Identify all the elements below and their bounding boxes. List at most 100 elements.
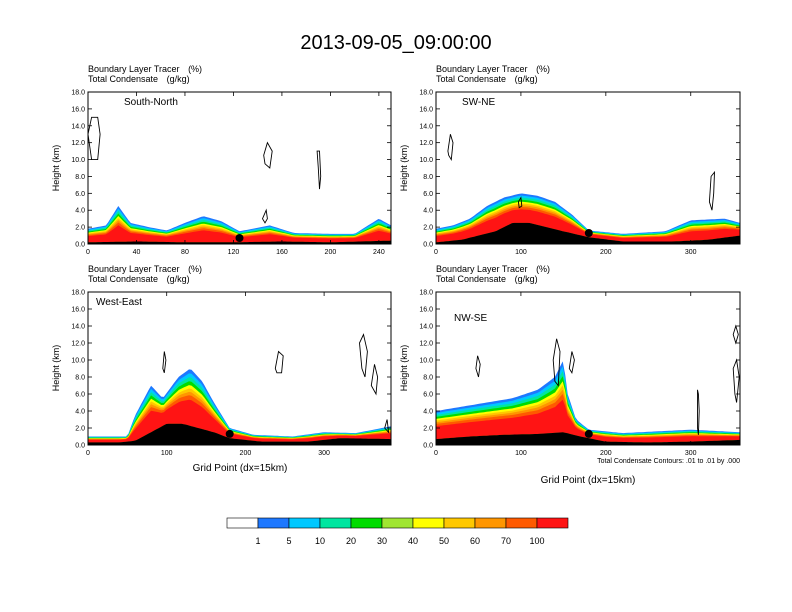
y-tick-label: 16.0: [71, 106, 85, 113]
panel-frame: [87, 91, 392, 245]
x-tick-label: 200: [325, 249, 337, 256]
y-tick-label: 4.0: [75, 409, 85, 416]
colorbar-label: 10: [315, 536, 325, 546]
terrain: [436, 222, 740, 244]
y-tick-label: 2.0: [423, 426, 433, 433]
condensate-contour: [261, 208, 268, 224]
panel-1-plot-area: [88, 116, 391, 244]
condensate-contour: [447, 134, 454, 161]
condensate-contour: [708, 170, 716, 211]
x-tick-label: 100: [161, 450, 173, 457]
colorbar-label: 70: [501, 536, 511, 546]
panel-1: 0.0 2.0 4.0 6.0 8.0 10.0 12.0 14.0 16.0 18.0 0 40 80…: [71, 90, 392, 256]
tracer-band: [88, 225, 391, 243]
condensate-contour: [359, 333, 368, 378]
location-marker: [225, 429, 234, 438]
colorbar: 1 5 10 20 30 40 50 60 70 100: [226, 517, 569, 546]
condensate-contour: [316, 150, 322, 190]
panel-1-region-label: South-North: [124, 97, 178, 108]
y-tick-label: 14.0: [419, 123, 433, 130]
panel-frame: [435, 91, 741, 245]
panel-2-plot-area: [436, 134, 740, 244]
condensate-contour: [370, 364, 379, 396]
tracer-band: [436, 399, 740, 443]
condensate-contour: [552, 338, 561, 387]
x-tick-label: 40: [133, 249, 141, 256]
y-tick-label: 4.0: [75, 208, 85, 215]
panel-1-shaded-label: Boundary Layer Tracer (%): [88, 64, 202, 74]
colorbar-swatch: [443, 517, 476, 529]
panel-3-plot-area: [88, 333, 391, 445]
x-tick-label: 80: [181, 249, 189, 256]
y-tick-label: 0.0: [423, 443, 433, 450]
y-tick-label: 6.0: [423, 191, 433, 198]
colorbar-swatch: [474, 517, 507, 529]
panel-1-ylabel: Height (km): [51, 145, 61, 192]
y-tick-label: 8.0: [75, 375, 85, 382]
colorbar-label: 60: [470, 536, 480, 546]
y-tick-label: 8.0: [423, 174, 433, 181]
colorbar-swatch: [505, 517, 538, 529]
y-tick-label: 18.0: [419, 290, 433, 297]
x-tick-label: 100: [515, 450, 527, 457]
condensate-contour: [384, 419, 390, 434]
panel-2-shaded-label: Boundary Layer Tracer (%): [436, 64, 550, 74]
tracer-band: [88, 399, 391, 443]
y-tick-label: 8.0: [75, 174, 85, 181]
y-tick-label: 10.0: [71, 157, 85, 164]
colorbar-swatch: [288, 517, 321, 529]
panel-3: 0.0 2.0 4.0 6.0 8.0 10.0 12.0 14.0 16.0 18.0 0 100 2…: [71, 290, 392, 457]
panel-4: 0.0 2.0 4.0 6.0 8.0 10.0 12.0 14.0 16.0 18.0 0 100 2…: [419, 290, 741, 457]
condensate-contour: [732, 324, 739, 345]
condensate-contour: [517, 196, 523, 209]
y-tick-label: 14.0: [71, 123, 85, 130]
condensate-contour: [274, 350, 284, 374]
panel-frame: [435, 291, 741, 446]
condensate-contour: [475, 355, 481, 378]
y-tick-label: 2.0: [423, 225, 433, 232]
colorbar-label: 50: [439, 536, 449, 546]
y-tick-label: 12.0: [419, 140, 433, 147]
panel-3-shaded-label: Boundary Layer Tracer (%): [88, 264, 202, 274]
panel-4-xlabel: Grid Point (dx=15km): [541, 475, 636, 486]
colorbar-label: 30: [377, 536, 387, 546]
colorbar-swatch: [536, 517, 569, 529]
colorbar-swatch: [412, 517, 445, 529]
y-tick-label: 4.0: [423, 409, 433, 416]
y-tick-label: 12.0: [71, 341, 85, 348]
x-tick-label: 100: [515, 249, 527, 256]
y-tick-label: 16.0: [419, 106, 433, 113]
x-tick-label: 0: [434, 450, 438, 457]
colorbar-label: 40: [408, 536, 418, 546]
y-tick-label: 12.0: [419, 341, 433, 348]
panel-2-ylabel: Height (km): [399, 145, 409, 192]
y-tick-label: 18.0: [71, 90, 85, 97]
terrain: [88, 423, 391, 445]
y-tick-label: 0.0: [75, 443, 85, 450]
location-marker: [235, 234, 244, 242]
tracer-band: [436, 209, 740, 243]
x-tick-label: 120: [228, 249, 240, 256]
y-tick-label: 2.0: [75, 426, 85, 433]
y-tick-label: 6.0: [75, 392, 85, 399]
x-tick-label: 0: [86, 249, 90, 256]
panel-4-shaded-label: Boundary Layer Tracer (%): [436, 264, 550, 274]
panel-4-plot-area: [436, 324, 740, 445]
y-tick-label: 14.0: [71, 324, 85, 331]
colorbar-label: 5: [286, 536, 291, 546]
panel-3-contour-label: Total Condensate (g/kg): [88, 274, 190, 284]
condensate-contour: [732, 358, 740, 403]
y-tick-label: 16.0: [419, 307, 433, 314]
y-tick-label: 12.0: [71, 140, 85, 147]
y-tick-label: 0.0: [75, 242, 85, 249]
colorbar-label: 1: [255, 536, 260, 546]
panel-2-region-label: SW-NE: [462, 97, 495, 108]
y-tick-label: 18.0: [419, 90, 433, 97]
y-tick-label: 8.0: [423, 375, 433, 382]
plot-layer: 0.0 2.0 4.0 6.0 8.0 10.0 12.0 14.0 16.0 18.0 0 40 80…: [71, 90, 741, 457]
x-tick-label: 300: [685, 450, 697, 457]
panel-3-region-label: West-East: [96, 297, 142, 308]
y-tick-label: 10.0: [71, 358, 85, 365]
y-tick-label: 6.0: [75, 191, 85, 198]
colorbar-label: 100: [529, 536, 544, 546]
